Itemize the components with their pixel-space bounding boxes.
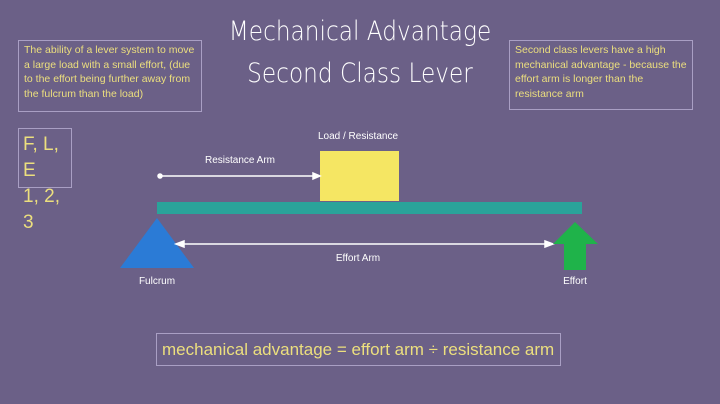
load-label: Load / Resistance [317,131,399,142]
effort-label: Effort [563,276,587,287]
order-letters: F, L, E [23,134,59,181]
lever-beam [157,202,582,214]
order-box: F, L, E 1, 2, 3 [18,128,72,233]
note-box: Second class levers have a high mechanic… [509,40,693,110]
resistance-arm-arrow [157,171,322,181]
order-numbers: 1, 2, 3 [23,186,60,233]
effort-arrow-icon [553,222,598,270]
fulcrum-label: Fulcrum [138,276,176,287]
fulcrum-triangle [120,218,194,268]
load-box [320,151,399,201]
resistance-arm-label: Resistance Arm [204,155,276,166]
title-line-2: Second Class Lever [247,58,473,89]
definition-box: The ability of a lever system to move a … [18,40,202,112]
title-line-1: Mechanical Advantage [228,16,492,47]
formula-box: mechanical advantage = effort arm ÷ resi… [156,333,561,366]
effort-arm-arrow [173,239,556,249]
effort-arm-label: Effort Arm [335,253,381,264]
